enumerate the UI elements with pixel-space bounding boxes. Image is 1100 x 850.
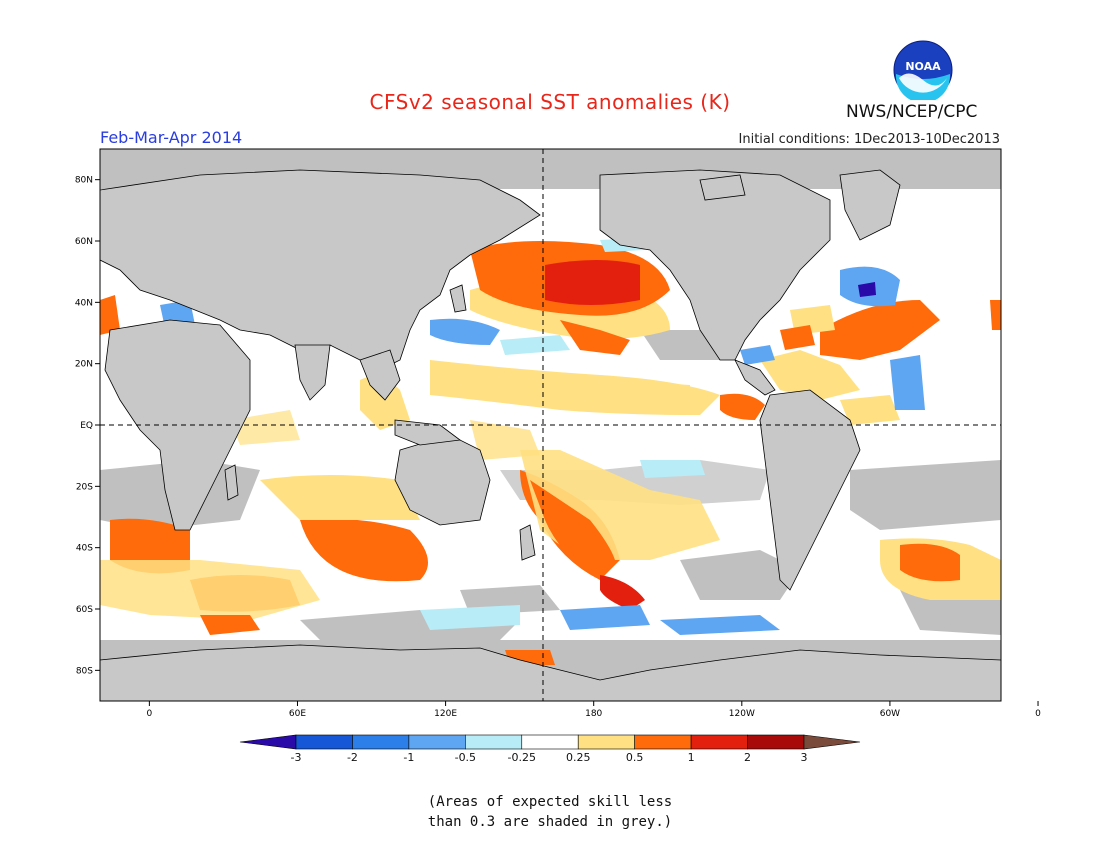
lon-tick-label: 180 [585,709,602,719]
land-masses [100,169,1001,701]
lat-tick-label: 40N [75,298,93,308]
lat-tick-label: EQ [80,421,93,431]
lat-tick-label: 60N [75,237,93,247]
legend-cell [465,734,523,750]
legend-color-bar [239,734,861,750]
longitude-axis: 0 60E 120E 180 120W 60W 0 [147,701,1041,719]
legend-cell [690,734,748,750]
skill-note-line-2: than 0.3 are shaded in grey.) [427,814,673,830]
season-label: Feb-Mar-Apr 2014 [100,128,243,147]
initial-conditions-label: Initial conditions: 1Dec2013-10Dec2013 [738,132,1000,147]
legend-cell [295,734,353,750]
color-legend: -3 -2 -1 -0.5 -0.25 0.25 0.5 1 2 3 [239,734,861,764]
warm-anomalies [100,241,1001,665]
noaa-logo: NOAA [893,40,953,100]
legend-cell-min [239,734,297,750]
lon-tick-label: 0 [1035,709,1041,719]
lon-tick-label: 120W [729,709,755,719]
legend-tick-label: 1 [688,751,695,764]
lat-tick-label: 20S [76,482,93,492]
legend-cell [521,734,579,750]
chart-title: CFSv2 seasonal SST anomalies (K) [369,90,731,114]
lon-tick-label: 120E [434,709,457,719]
lat-tick-label: 20N [75,360,93,370]
legend-cell [577,734,635,750]
lon-tick-label: 0 [147,709,153,719]
legend-cell-max [803,734,861,750]
legend-tick-label: 0.25 [566,751,591,764]
lon-tick-label: 60E [289,709,306,719]
legend-cell [634,734,692,750]
lat-tick-label: 40S [76,544,93,554]
legend-cell [408,734,466,750]
lat-tick-label: 80N [75,176,93,186]
lon-tick-label: 60W [880,709,900,719]
legend-tick-label: -1 [403,751,414,764]
lat-tick-label: 60S [76,605,93,615]
sst-anomaly-map: 80N 60N 40N 20N EQ 20S 40S 60S 80S 0 60E 120E 180 12… [75,148,1041,719]
legend-cell [352,734,410,750]
legend-tick-label: -2 [347,751,358,764]
legend-tick-label: 3 [801,751,808,764]
skill-note: (Areas of expected skill less than 0.3 a… [0,792,1100,832]
legend-tick-label: 0.5 [626,751,644,764]
legend-cell [747,734,805,750]
legend-tick-label: 2 [744,751,751,764]
legend-tick-label: -0.5 [455,751,476,764]
lat-tick-label: 80S [76,666,93,676]
skill-note-line-1: (Areas of expected skill less [427,794,673,810]
legend-tick-label: -3 [291,751,302,764]
noaa-logo-text: NOAA [905,60,941,73]
latitude-axis: 80N 60N 40N 20N EQ 20S 40S 60S 80S [75,176,100,676]
legend-labels: -3 -2 -1 -0.5 -0.25 0.25 0.5 1 2 3 [291,751,808,764]
legend-tick-label: -0.25 [508,751,536,764]
agency-label: NWS/NCEP/CPC [846,102,978,122]
